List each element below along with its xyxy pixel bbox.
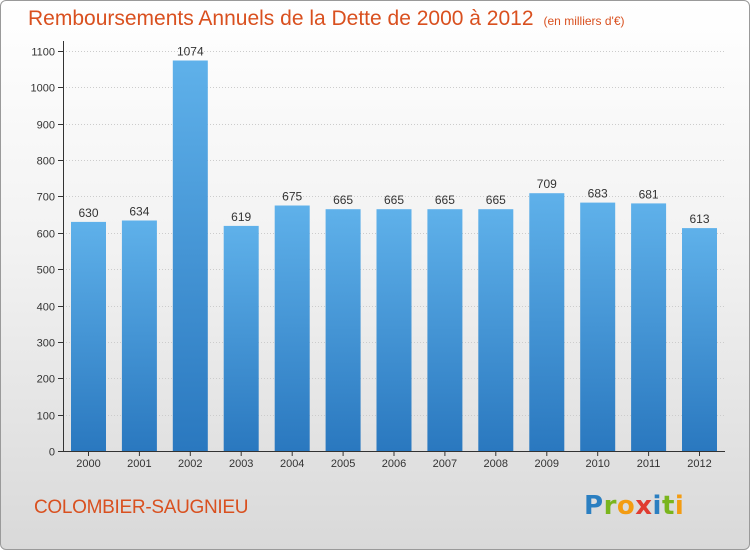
x-tick-label: 2001 <box>127 458 151 470</box>
tick-labels: 0 100 200 300 400 500 600 700 800 900 1000 1100 2000… <box>31 47 712 471</box>
data-label: 665 <box>333 193 353 207</box>
data-label: 619 <box>231 210 251 224</box>
y-tick-label: 900 <box>37 120 55 132</box>
bar <box>121 220 157 451</box>
chart-title-text: Remboursements Annuels de la Dette de 20… <box>28 7 534 30</box>
y-tick-label: 1100 <box>31 47 55 59</box>
y-tick-label: 200 <box>37 374 55 386</box>
logo-letter: i <box>674 491 685 521</box>
y-tick-label: 600 <box>37 229 55 241</box>
x-tick-label: 2005 <box>331 458 355 470</box>
logo-letter: o <box>616 491 636 521</box>
y-tick-label: 300 <box>37 338 55 350</box>
x-tick-label: 2004 <box>280 458 304 470</box>
data-label: 630 <box>78 206 98 220</box>
data-label: 665 <box>384 193 404 207</box>
bar <box>682 228 717 451</box>
bar <box>478 209 514 451</box>
bar <box>172 60 208 451</box>
x-tick-label: 2007 <box>433 458 457 470</box>
data-label: 683 <box>588 187 608 201</box>
bar <box>580 202 616 451</box>
bar <box>71 221 106 451</box>
logo-letter: P <box>584 491 604 521</box>
y-tick-label: 400 <box>37 302 55 314</box>
x-tick-label: 2011 <box>637 458 661 470</box>
x-tick-label: 2012 <box>687 458 711 470</box>
logo-letter: r <box>603 491 617 521</box>
data-label: 1074 <box>177 45 204 59</box>
data-labels: 630 634 1074 619 675 665 665 665 665 709 683 681 613 <box>78 45 709 227</box>
x-tick-label: 2002 <box>178 458 202 470</box>
data-label: 665 <box>486 193 506 207</box>
axes <box>58 41 725 456</box>
chart-title: Remboursements Annuels de la Dette de 20… <box>28 7 625 31</box>
commune-name: COLOMBIER-SAUGNIEU <box>34 497 249 518</box>
bar <box>223 225 259 451</box>
data-label: 665 <box>435 193 455 207</box>
data-label: 681 <box>639 187 659 201</box>
bar <box>427 209 463 451</box>
data-label: 634 <box>129 205 149 219</box>
bars <box>71 60 717 451</box>
y-tick-label: 700 <box>37 192 55 204</box>
x-tick-label: 2008 <box>484 458 508 470</box>
proxiti-logo: Proxiti <box>584 491 684 521</box>
logo-letter: t <box>661 491 675 521</box>
bar <box>325 209 361 451</box>
y-tick-label: 800 <box>37 156 55 168</box>
bar <box>631 203 667 451</box>
logo-letter: x <box>635 491 653 521</box>
x-tick-label: 2000 <box>76 458 100 470</box>
x-tick-label: 2009 <box>535 458 559 470</box>
x-tick-label: 2006 <box>382 458 406 470</box>
y-tick-label: 0 <box>49 447 55 459</box>
x-tick-label: 2003 <box>229 458 253 470</box>
x-tick-label: 2010 <box>585 458 609 470</box>
bar <box>274 205 310 451</box>
y-tick-label: 500 <box>37 265 55 277</box>
data-label: 675 <box>282 190 302 204</box>
data-label: 709 <box>537 177 557 191</box>
chart-unit: (en milliers d'€) <box>543 14 625 28</box>
bar <box>376 209 412 451</box>
y-tick-label: 100 <box>37 411 55 423</box>
data-label: 613 <box>689 212 709 226</box>
y-tick-label: 1000 <box>31 83 55 95</box>
bar <box>529 193 565 451</box>
logo-letter: i <box>652 491 662 521</box>
